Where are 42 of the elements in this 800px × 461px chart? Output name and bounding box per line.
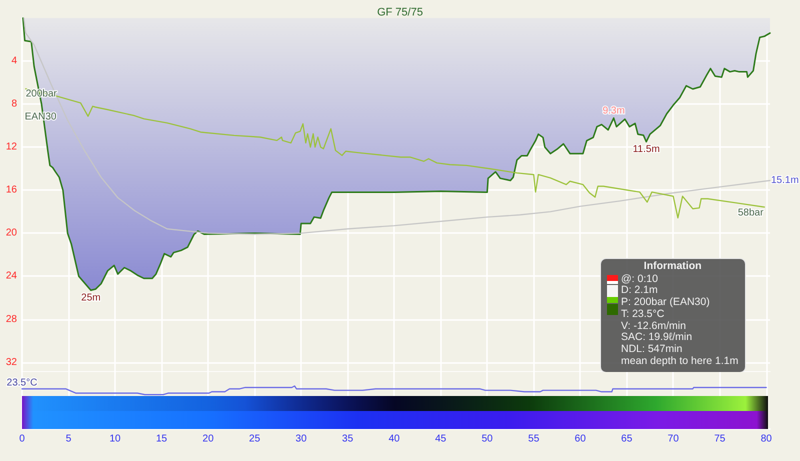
annotation: D: 2.1m bbox=[621, 284, 659, 297]
x-tick-label: 80 bbox=[760, 434, 772, 444]
annotation: Information bbox=[642, 260, 703, 273]
y-tick-label: 28 bbox=[6, 314, 18, 325]
annotation: P: 200bar (EAN30) bbox=[621, 296, 711, 309]
x-tick-label: 70 bbox=[668, 434, 680, 444]
annotation: V: -12.6m/min bbox=[621, 320, 687, 332]
chart-title: GF 75/75 bbox=[377, 6, 423, 18]
annotation: mean depth to here 1.1m bbox=[621, 354, 738, 368]
x-tick-label: 60 bbox=[574, 434, 586, 444]
x-tick-label: 15 bbox=[156, 434, 168, 444]
annotation: SAC: 19.9ℓ/min bbox=[621, 331, 694, 344]
x-tick-label: 20 bbox=[202, 434, 214, 444]
data-label: 58bar bbox=[738, 208, 764, 219]
line-series bbox=[23, 17, 771, 235]
y-tick-label: 12 bbox=[6, 142, 18, 153]
x-tick-label: 25 bbox=[249, 434, 261, 444]
x-tick-label: 45 bbox=[435, 434, 447, 444]
x-tick-label: 65 bbox=[621, 434, 633, 444]
annotation: 23.5°C bbox=[6, 377, 38, 388]
data-label: 9.3m bbox=[602, 106, 625, 117]
x-tick-label: 55 bbox=[528, 434, 540, 444]
annotation: NDL: 547min bbox=[621, 342, 684, 356]
data-label: 11.5m bbox=[632, 144, 660, 156]
x-tick-label: 35 bbox=[342, 434, 354, 444]
y-tick-label: 8 bbox=[11, 98, 18, 110]
data-label: 15.1m bbox=[771, 174, 799, 186]
annotation: T: 23.5°C bbox=[621, 308, 666, 321]
x-tick-label: 75 bbox=[714, 434, 726, 444]
y-tick-label: 4 bbox=[11, 56, 18, 67]
x-tick-label: 50 bbox=[482, 434, 494, 444]
annotation: @: 0:10 bbox=[621, 272, 659, 286]
y-tick-label: 24 bbox=[6, 270, 18, 282]
x-tick-label: 40 bbox=[388, 434, 400, 444]
x-tick-label: 0 bbox=[19, 434, 26, 444]
y-tick-label: 16 bbox=[6, 184, 18, 196]
x-tick-label: 30 bbox=[296, 434, 308, 444]
data-label: 25m bbox=[81, 292, 101, 304]
y-tick-label: 32 bbox=[6, 356, 18, 368]
x-tick-label: 10 bbox=[109, 434, 122, 444]
x-tick-label: 5 bbox=[66, 434, 72, 444]
y-tick-label: 20 bbox=[6, 228, 18, 239]
